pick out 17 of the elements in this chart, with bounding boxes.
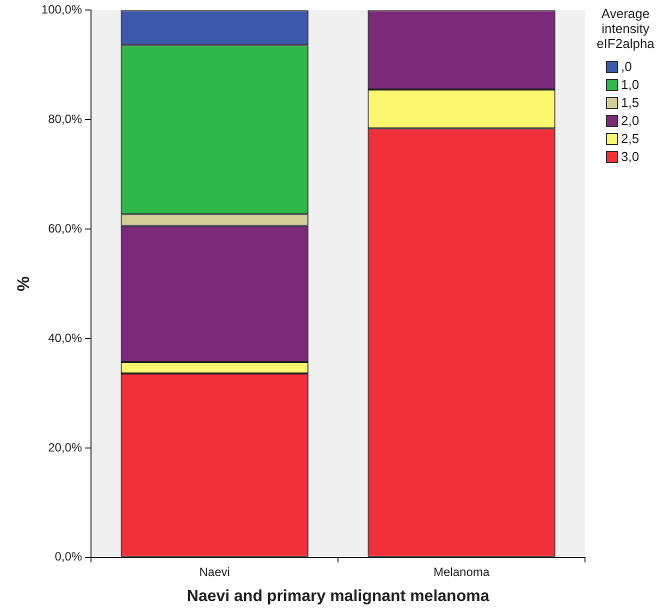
y-tick-label: 100,0% xyxy=(41,2,82,17)
y-axis-title: % xyxy=(14,276,33,292)
y-tick-label: 20,0% xyxy=(48,440,82,454)
legend-label: 2,0 xyxy=(621,113,640,128)
legend-label: 3,0 xyxy=(621,149,640,164)
y-tick-label: 40,0% xyxy=(48,330,82,345)
x-tick-label: Melanoma xyxy=(434,564,490,579)
y-tick-label: 60,0% xyxy=(48,221,82,236)
y-tick-label: 80,0% xyxy=(48,112,82,126)
x-axis-title: Naevi and primary malignant melanoma xyxy=(186,588,490,605)
legend-title: Average intensity eIF2alpha xyxy=(596,6,656,51)
y-tick-label: 0,0% xyxy=(54,550,82,564)
x-tick-label: Naevi xyxy=(199,564,230,579)
legend-label: 1,0 xyxy=(621,77,640,92)
legend-label: 1,5 xyxy=(621,95,640,110)
legend-label: 2,5 xyxy=(621,131,640,146)
legend-label: ,0 xyxy=(621,59,632,74)
